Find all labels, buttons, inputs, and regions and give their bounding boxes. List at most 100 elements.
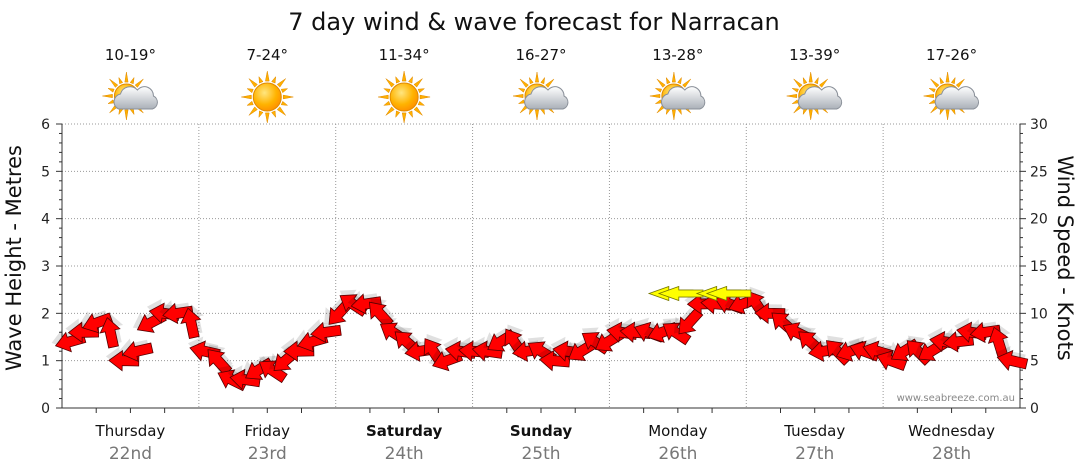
day-label: Tuesday <box>783 422 845 440</box>
sun-ray <box>802 76 808 85</box>
right-tick-label: 20 <box>1030 212 1048 228</box>
day-label: Saturday <box>366 422 443 440</box>
sun-ray <box>248 78 258 88</box>
sun-ray <box>124 109 129 121</box>
sun-ray <box>540 76 546 85</box>
sun-ray <box>124 71 129 83</box>
wind-arrow <box>662 318 692 346</box>
wind-arrow <box>78 310 114 334</box>
wind-arrow <box>180 304 204 339</box>
sun-ray <box>417 100 426 106</box>
sun-ray <box>528 76 534 85</box>
wind-arrows <box>51 285 1029 392</box>
wind-arrow-shape <box>987 326 1009 359</box>
sun-ray <box>282 94 294 100</box>
cloud-icon <box>934 86 980 110</box>
day-forecasts: 10-19° Thursday 22nd 7-24° Friday 23rd 11-34° S… <box>95 46 996 464</box>
sun-ray <box>928 99 936 105</box>
sun-ray <box>923 94 934 98</box>
date-label: 27th <box>795 444 834 464</box>
wind-arrow <box>987 323 1011 359</box>
sun-ray <box>280 88 289 94</box>
sun-ray <box>246 88 254 94</box>
sun-ray <box>677 76 682 85</box>
day-label: Thursday <box>95 422 166 440</box>
sun-ray <box>271 110 277 119</box>
day-forecast-monday: 13-28° Monday 26th <box>648 46 707 464</box>
sun-ray <box>793 78 803 88</box>
sun-ray <box>118 76 124 85</box>
wind-arrow <box>159 300 194 325</box>
sun-ray <box>401 70 407 82</box>
sun-ray <box>517 87 526 93</box>
right-tick-label: 10 <box>1030 306 1048 322</box>
day-label: Friday <box>245 422 291 440</box>
right-tick-label: 5 <box>1030 354 1039 370</box>
sun-icon <box>378 70 431 124</box>
sun-ray <box>102 94 113 98</box>
date-label: 22nd <box>109 444 152 464</box>
temperature-range: 7-24° <box>247 46 289 64</box>
sun-ray <box>808 109 813 121</box>
sun-ray <box>385 78 395 88</box>
right-axis-title: Wind Speed - Knots <box>1053 155 1077 360</box>
sun-cloud-icon <box>649 71 706 121</box>
sun-ray <box>535 71 539 83</box>
sun-ray <box>519 78 529 88</box>
cloud-shape <box>524 86 569 110</box>
sun-cloud-icon <box>102 71 158 121</box>
day-label: Wednesday <box>908 422 995 440</box>
wind-arrow <box>347 290 383 315</box>
cloud-icon <box>113 86 158 110</box>
sun-icon <box>241 70 294 124</box>
day-forecast-wednesday: 17-26° Wednesday 28th <box>908 46 995 464</box>
sun-ray <box>671 71 676 83</box>
sun-ray <box>930 78 940 88</box>
sun-ray <box>656 78 666 88</box>
sun-ray <box>401 112 407 124</box>
sun-ray <box>271 75 277 84</box>
left-tick-label: 2 <box>41 306 50 322</box>
sun-ray <box>665 76 671 85</box>
date-label: 23rd <box>248 444 287 464</box>
sun-ray <box>129 76 135 85</box>
sun-ray <box>276 106 286 116</box>
sun-ray <box>419 94 431 100</box>
wind-arrow-shape <box>310 321 342 344</box>
wind-arrow-shape <box>258 360 288 384</box>
wind-arrow <box>966 319 1002 344</box>
cloud-icon <box>797 86 843 110</box>
date-label: 26th <box>658 444 697 464</box>
sun-ray <box>413 78 423 88</box>
wind-arrow <box>118 338 154 362</box>
wind-arrow-shape <box>662 322 692 346</box>
wind-arrow <box>207 344 233 376</box>
sun-cloud-icon <box>786 71 843 121</box>
wind-arrow <box>536 346 571 372</box>
sun-ray <box>654 99 663 105</box>
wind-arrow-shape <box>207 349 233 376</box>
sun-ray <box>383 88 391 94</box>
left-tick-label: 5 <box>41 164 50 180</box>
date-label: 28th <box>932 444 971 464</box>
temperature-range: 11-34° <box>379 46 430 64</box>
wind-arrow-shape <box>99 316 121 349</box>
sun-ray <box>248 106 258 116</box>
sun-ray <box>408 110 413 119</box>
left-tick-label: 1 <box>41 354 50 370</box>
left-tick-label: 0 <box>41 401 50 417</box>
sun-ray <box>819 78 828 88</box>
sun-ray <box>107 99 115 105</box>
sun-ray <box>671 109 676 121</box>
sun-ray <box>395 110 401 119</box>
day-forecast-sunday: 16-27° Sunday 25th <box>510 46 573 464</box>
left-tick-label: 6 <box>41 117 50 133</box>
sun-ray <box>808 71 813 83</box>
sun-ray <box>791 87 799 93</box>
date-label: 25th <box>521 444 560 464</box>
sun-ray <box>395 75 401 84</box>
cloud-shape <box>797 86 843 110</box>
temperature-range: 17-26° <box>926 46 977 64</box>
sun-ray <box>649 94 661 98</box>
